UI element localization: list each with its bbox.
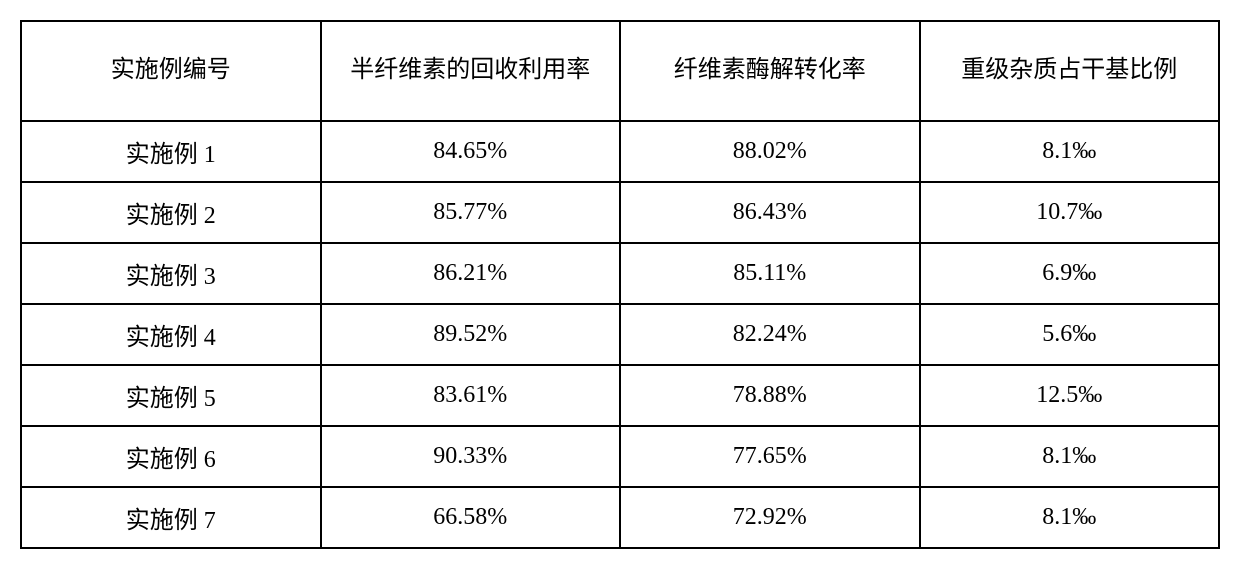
cell-hemicellulose-recovery: 86.21% <box>321 243 621 304</box>
table-header: 实施例编号 半纤维素的回收利用率 纤维素酶解转化率 重级杂质占干基比例 <box>21 21 1219 121</box>
cell-cellulose-conversion: 88.02% <box>620 121 920 182</box>
cell-cellulose-conversion: 78.88% <box>620 365 920 426</box>
table-row: 实施例 4 89.52% 82.24% 5.6‰ <box>21 304 1219 365</box>
table-row: 实施例 3 86.21% 85.11% 6.9‰ <box>21 243 1219 304</box>
cell-example-number: 实施例 4 <box>21 304 321 365</box>
cell-example-number: 实施例 3 <box>21 243 321 304</box>
cell-heavy-impurity-ratio: 5.6‰ <box>920 304 1220 365</box>
cell-example-number: 实施例 6 <box>21 426 321 487</box>
header-row: 实施例编号 半纤维素的回收利用率 纤维素酶解转化率 重级杂质占干基比例 <box>21 21 1219 121</box>
cell-heavy-impurity-ratio: 6.9‰ <box>920 243 1220 304</box>
header-cell-heavy-impurity-ratio: 重级杂质占干基比例 <box>920 21 1220 121</box>
cell-cellulose-conversion: 82.24% <box>620 304 920 365</box>
header-cell-cellulose-conversion: 纤维素酶解转化率 <box>620 21 920 121</box>
table-row: 实施例 6 90.33% 77.65% 8.1‰ <box>21 426 1219 487</box>
cell-heavy-impurity-ratio: 8.1‰ <box>920 121 1220 182</box>
cell-hemicellulose-recovery: 90.33% <box>321 426 621 487</box>
table-row: 实施例 7 66.58% 72.92% 8.1‰ <box>21 487 1219 548</box>
table-row: 实施例 5 83.61% 78.88% 12.5‰ <box>21 365 1219 426</box>
table-row: 实施例 2 85.77% 86.43% 10.7‰ <box>21 182 1219 243</box>
table-container: 实施例编号 半纤维素的回收利用率 纤维素酶解转化率 重级杂质占干基比例 实施例 … <box>20 20 1220 549</box>
cell-hemicellulose-recovery: 83.61% <box>321 365 621 426</box>
data-table: 实施例编号 半纤维素的回收利用率 纤维素酶解转化率 重级杂质占干基比例 实施例 … <box>20 20 1220 549</box>
cell-cellulose-conversion: 77.65% <box>620 426 920 487</box>
cell-example-number: 实施例 1 <box>21 121 321 182</box>
cell-hemicellulose-recovery: 84.65% <box>321 121 621 182</box>
header-cell-example-number: 实施例编号 <box>21 21 321 121</box>
table-body: 实施例 1 84.65% 88.02% 8.1‰ 实施例 2 85.77% 86… <box>21 121 1219 548</box>
cell-heavy-impurity-ratio: 10.7‰ <box>920 182 1220 243</box>
cell-example-number: 实施例 7 <box>21 487 321 548</box>
cell-cellulose-conversion: 72.92% <box>620 487 920 548</box>
cell-heavy-impurity-ratio: 8.1‰ <box>920 487 1220 548</box>
cell-heavy-impurity-ratio: 8.1‰ <box>920 426 1220 487</box>
cell-hemicellulose-recovery: 85.77% <box>321 182 621 243</box>
cell-example-number: 实施例 5 <box>21 365 321 426</box>
header-cell-hemicellulose-recovery: 半纤维素的回收利用率 <box>321 21 621 121</box>
cell-hemicellulose-recovery: 89.52% <box>321 304 621 365</box>
cell-example-number: 实施例 2 <box>21 182 321 243</box>
cell-heavy-impurity-ratio: 12.5‰ <box>920 365 1220 426</box>
cell-cellulose-conversion: 86.43% <box>620 182 920 243</box>
cell-cellulose-conversion: 85.11% <box>620 243 920 304</box>
cell-hemicellulose-recovery: 66.58% <box>321 487 621 548</box>
table-row: 实施例 1 84.65% 88.02% 8.1‰ <box>21 121 1219 182</box>
